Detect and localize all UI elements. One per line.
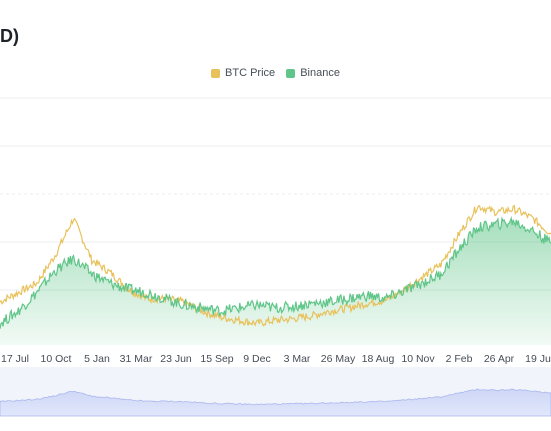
x-tick-label: 10 Nov	[401, 353, 435, 365]
legend-item-binance[interactable]: Binance	[286, 67, 340, 79]
x-tick-label: 3 Mar	[284, 353, 311, 365]
plot-area	[0, 204, 551, 345]
legend: BTC Price Binance	[0, 67, 551, 81]
chart-title: D)	[0, 26, 19, 46]
btc-price-line	[0, 204, 551, 327]
x-axis-ticks: 17 Jul 10 Oct 5 Jan 31 Mar 23 Jun 15 Sep 9 Dec…	[1, 353, 551, 365]
x-tick-label: 19 Ju	[525, 353, 551, 365]
legend-swatch-btc-price	[211, 68, 221, 78]
binance-area	[0, 218, 551, 345]
x-tick-label: 10 Oct	[41, 353, 72, 365]
range-navigator[interactable]	[0, 367, 551, 417]
x-tick-label: 31 Mar	[120, 353, 153, 365]
x-tick-label: 17 Jul	[1, 353, 29, 365]
x-tick-label: 15 Sep	[200, 353, 233, 365]
legend-label-binance: Binance	[300, 67, 340, 79]
binance-line	[0, 216, 551, 329]
x-tick-label: 2 Feb	[446, 353, 473, 365]
legend-swatch-binance	[286, 68, 296, 78]
x-tick-label: 5 Jan	[84, 353, 110, 365]
navigator-series	[0, 388, 551, 417]
x-tick-label: 23 Jun	[160, 353, 192, 365]
x-tick-label: 26 Apr	[484, 353, 515, 365]
x-tick-label: 9 Dec	[243, 353, 270, 365]
x-tick-label: 18 Aug	[362, 353, 395, 365]
x-tick-label: 26 May	[321, 353, 356, 365]
legend-label-btc-price: BTC Price	[225, 67, 276, 79]
legend-item-btc-price[interactable]: BTC Price	[211, 67, 275, 79]
